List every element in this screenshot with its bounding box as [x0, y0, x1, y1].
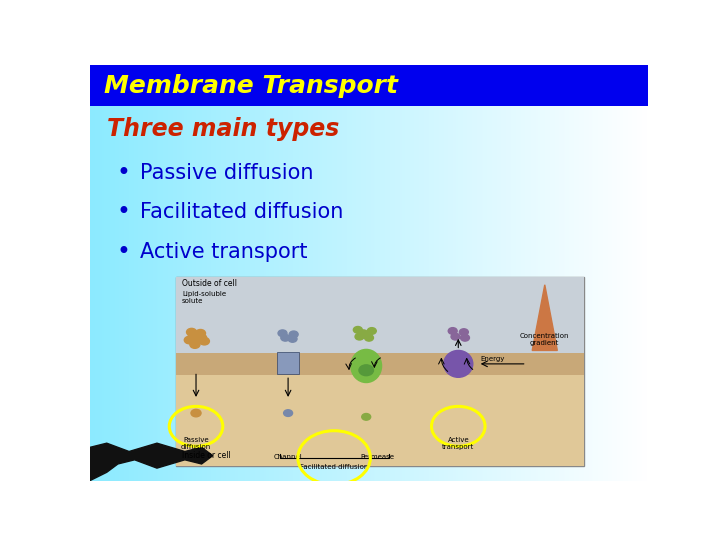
Circle shape [184, 336, 194, 344]
Text: Passive diffusion: Passive diffusion [140, 163, 314, 183]
Text: Inside or cell: Inside or cell [182, 451, 231, 460]
FancyBboxPatch shape [176, 353, 584, 375]
Text: Facilitated diffusion: Facilitated diffusion [140, 202, 343, 222]
Circle shape [459, 329, 468, 335]
FancyBboxPatch shape [176, 277, 584, 466]
Circle shape [354, 327, 362, 333]
Circle shape [190, 341, 200, 348]
Text: Active transport: Active transport [140, 242, 307, 262]
Circle shape [195, 329, 205, 337]
Text: •: • [117, 161, 130, 185]
Circle shape [359, 365, 374, 376]
Polygon shape [532, 285, 557, 350]
Text: Passive
diffusion: Passive diffusion [181, 437, 211, 450]
Circle shape [361, 414, 371, 420]
Text: Channel: Channel [274, 454, 302, 460]
Circle shape [355, 333, 364, 340]
Circle shape [359, 330, 368, 336]
Circle shape [367, 328, 377, 334]
Circle shape [449, 328, 457, 334]
Circle shape [281, 334, 289, 341]
FancyBboxPatch shape [90, 65, 648, 106]
Text: Lipid-soluble
solute: Lipid-soluble solute [182, 292, 226, 305]
Text: Energy: Energy [481, 356, 505, 362]
FancyBboxPatch shape [277, 352, 300, 374]
Ellipse shape [444, 350, 473, 377]
Text: •: • [117, 240, 130, 264]
Circle shape [284, 410, 292, 416]
Text: Active
transport: Active transport [442, 437, 474, 450]
Text: Permease: Permease [361, 454, 395, 460]
Text: Membrane Transport: Membrane Transport [104, 73, 398, 98]
Circle shape [289, 331, 298, 338]
FancyBboxPatch shape [176, 375, 584, 466]
Circle shape [191, 338, 201, 345]
FancyBboxPatch shape [176, 277, 584, 353]
Ellipse shape [351, 349, 382, 382]
Text: Three main types: Three main types [107, 117, 339, 141]
Circle shape [288, 335, 297, 342]
Circle shape [461, 334, 469, 341]
Text: Concentration
gradient: Concentration gradient [520, 333, 570, 346]
Circle shape [451, 333, 460, 340]
Text: Facilitated diffusion: Facilitated diffusion [300, 464, 369, 470]
Circle shape [278, 330, 287, 336]
Text: Outside of cell: Outside of cell [182, 279, 237, 288]
Circle shape [364, 334, 374, 341]
Polygon shape [90, 443, 213, 481]
Circle shape [186, 328, 197, 336]
Text: •: • [117, 200, 130, 225]
Circle shape [191, 409, 201, 417]
Circle shape [199, 338, 210, 345]
Circle shape [188, 333, 198, 340]
Circle shape [197, 334, 207, 341]
